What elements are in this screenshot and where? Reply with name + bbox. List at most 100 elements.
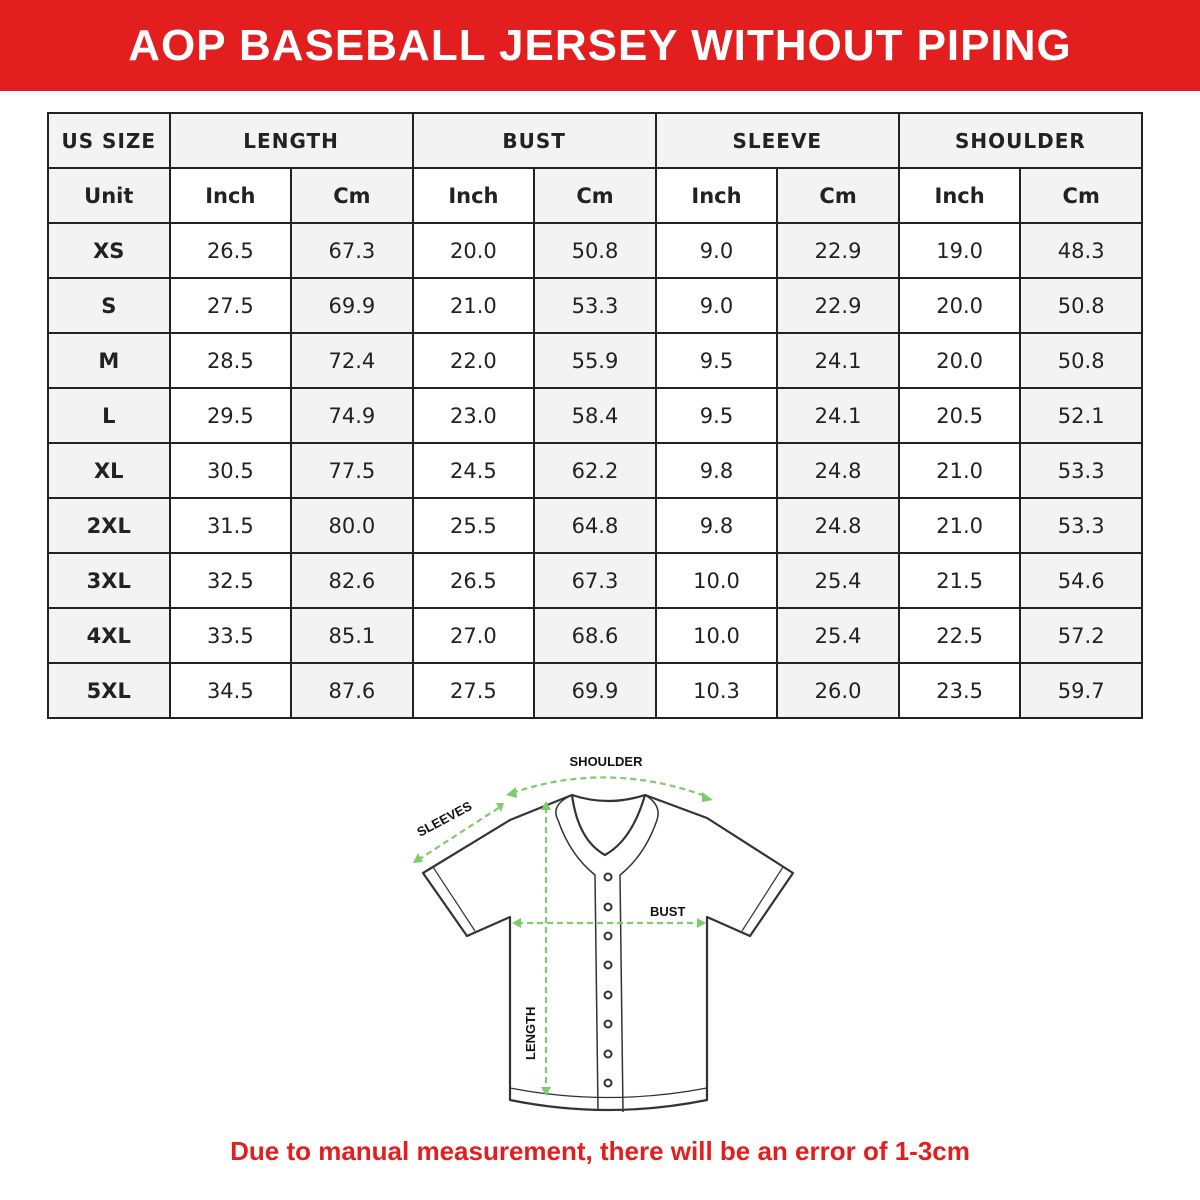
measurement-cell: 53.3 <box>1019 442 1143 499</box>
measurement-cell: 67.3 <box>290 222 414 279</box>
measurement-cell: 58.4 <box>533 387 657 444</box>
unit-header: Inch <box>411 167 536 224</box>
measurement-cell: 69.9 <box>533 662 657 719</box>
size-cell: S <box>47 277 171 334</box>
measurement-cell: 50.8 <box>1019 332 1143 389</box>
measurement-cell: 20.5 <box>897 387 1022 444</box>
measurement-cell: 9.8 <box>654 497 779 554</box>
sleeves-label: SLEEVES <box>414 798 474 840</box>
measurement-cell: 50.8 <box>1019 277 1143 334</box>
table-row: M 28.5 72.4 22.0 55.9 9.5 24.1 20.0 50.8 <box>47 332 1143 389</box>
measurement-cell: 21.0 <box>897 497 1022 554</box>
size-cell: XL <box>47 442 171 499</box>
measurement-cell: 26.5 <box>168 222 293 279</box>
table-row: XL 30.5 77.5 24.5 62.2 9.8 24.8 21.0 53.3 <box>47 442 1143 499</box>
size-cell: 2XL <box>47 497 171 554</box>
column-group-header: SLEEVE <box>654 112 900 169</box>
measurement-cell: 22.5 <box>897 607 1022 664</box>
measurement-cell: 62.2 <box>533 442 657 499</box>
unit-header: Unit <box>47 167 171 224</box>
measurement-cell: 67.3 <box>533 552 657 609</box>
measurement-cell: 33.5 <box>168 607 293 664</box>
measurement-cell: 24.8 <box>776 497 900 554</box>
measurement-cell: 25.4 <box>776 552 900 609</box>
measurement-cell: 48.3 <box>1019 222 1143 279</box>
measurement-cell: 10.0 <box>654 552 779 609</box>
measurement-cell: 20.0 <box>411 222 536 279</box>
jersey-measurement-diagram: SHOULDER SLEEVES BUST LENGTH <box>413 754 795 1113</box>
group-header-row: US SIZE LENGTH BUST SLEEVE SHOULDER <box>47 112 1144 169</box>
measurement-cell: 24.1 <box>776 387 900 444</box>
measurement-cell: 28.5 <box>168 332 293 389</box>
column-group-header: US SIZE <box>47 112 171 169</box>
measurement-cell: 82.6 <box>290 552 414 609</box>
table-row: 4XL 33.5 85.1 27.0 68.6 10.0 25.4 22.5 57.2 <box>47 607 1143 664</box>
measurement-cell: 10.0 <box>654 607 779 664</box>
length-label: LENGTH <box>523 1007 538 1060</box>
measurement-cell: 27.0 <box>411 607 536 664</box>
measurement-cell: 31.5 <box>168 497 293 554</box>
measurement-cell: 9.0 <box>654 222 779 279</box>
table-row: L 29.5 74.9 23.0 58.4 9.5 24.1 20.5 52.1 <box>47 387 1143 444</box>
size-cell: L <box>47 387 171 444</box>
measurement-cell: 50.8 <box>533 222 657 279</box>
arrow-heads <box>413 787 713 1096</box>
measurement-cell: 25.5 <box>411 497 536 554</box>
measurement-cell: 26.0 <box>776 662 900 719</box>
unit-header: Cm <box>290 167 414 224</box>
measurement-cell: 9.5 <box>654 387 779 444</box>
unit-row: Unit Inch Cm Inch Cm Inch Cm Inch Cm <box>47 167 1143 224</box>
measurement-cell: 20.0 <box>897 332 1022 389</box>
measurement-cell: 34.5 <box>168 662 293 719</box>
measurement-cell: 29.5 <box>168 387 293 444</box>
measurement-cell: 53.3 <box>1019 497 1143 554</box>
measurement-cell: 57.2 <box>1019 607 1143 664</box>
measurement-cell: 68.6 <box>533 607 657 664</box>
measurement-cell: 22.9 <box>776 277 900 334</box>
bust-label: BUST <box>650 904 685 919</box>
size-cell: 5XL <box>47 662 171 719</box>
shoulder-label: SHOULDER <box>570 754 644 769</box>
size-cell: M <box>47 332 171 389</box>
measurement-cell: 27.5 <box>168 277 293 334</box>
table-row: S 27.5 69.9 21.0 53.3 9.0 22.9 20.0 50.8 <box>47 277 1143 334</box>
measurement-cell: 55.9 <box>533 332 657 389</box>
measurement-cell: 80.0 <box>290 497 414 554</box>
measurement-cell: 25.4 <box>776 607 900 664</box>
measurement-cell: 20.0 <box>897 277 1022 334</box>
size-chart-table: US SIZE LENGTH BUST SLEEVE SHOULDER Unit Inch C… <box>47 112 1144 719</box>
measurement-cell: 54.6 <box>1019 552 1143 609</box>
size-cell: 4XL <box>47 607 171 664</box>
measurement-cell: 85.1 <box>290 607 414 664</box>
measurement-cell: 21.0 <box>897 442 1022 499</box>
measurement-cell: 30.5 <box>168 442 293 499</box>
measurement-cell: 69.9 <box>290 277 414 334</box>
measurement-cell: 26.5 <box>411 552 536 609</box>
unit-header: Cm <box>776 167 900 224</box>
measurement-cell: 32.5 <box>168 552 293 609</box>
table-row: 5XL 34.5 87.6 27.5 69.9 10.3 26.0 23.5 59.7 <box>47 662 1143 719</box>
measurement-cell: 9.5 <box>654 332 779 389</box>
measurement-cell: 19.0 <box>897 222 1022 279</box>
measurement-cell: 22.0 <box>411 332 536 389</box>
unit-header: Cm <box>1019 167 1143 224</box>
measurement-cell: 59.7 <box>1019 662 1143 719</box>
measurement-cell: 24.5 <box>411 442 536 499</box>
unit-header: Inch <box>897 167 1022 224</box>
measurement-cell: 74.9 <box>290 387 414 444</box>
measurement-cell: 27.5 <box>411 662 536 719</box>
measurement-cell: 24.8 <box>776 442 900 499</box>
unit-header: Cm <box>533 167 657 224</box>
measurement-cell: 21.0 <box>411 277 536 334</box>
measurement-cell: 53.3 <box>533 277 657 334</box>
measurement-cell: 23.0 <box>411 387 536 444</box>
measurement-cell: 23.5 <box>897 662 1022 719</box>
measurement-cell: 21.5 <box>897 552 1022 609</box>
table-row: 2XL 31.5 80.0 25.5 64.8 9.8 24.8 21.0 53.3 <box>47 497 1143 554</box>
measurement-cell: 52.1 <box>1019 387 1143 444</box>
buttons <box>603 872 613 1088</box>
measurement-cell: 22.9 <box>776 222 900 279</box>
measurement-cell: 64.8 <box>533 497 657 554</box>
table-row: XS 26.5 67.3 20.0 50.8 9.0 22.9 19.0 48.3 <box>47 222 1143 279</box>
column-group-header: BUST <box>411 112 657 169</box>
